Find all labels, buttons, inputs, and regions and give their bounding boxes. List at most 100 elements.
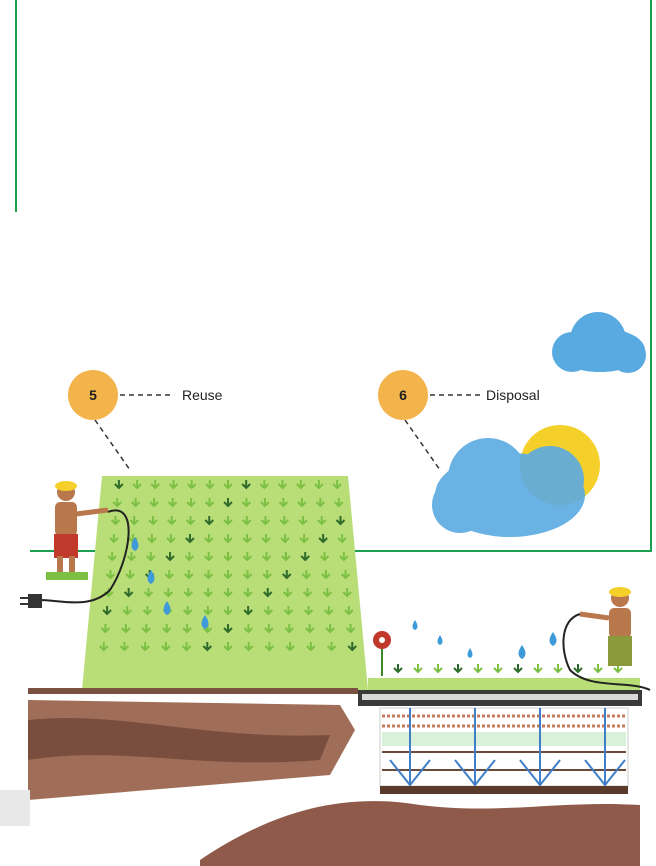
plant-icon (296, 480, 306, 490)
ground-surface (28, 688, 358, 694)
plant-icon (282, 570, 292, 580)
step-label-disposal: Disposal (486, 387, 540, 403)
plant-icon (433, 664, 443, 674)
plant-icon (473, 664, 483, 674)
farmer-icon (46, 481, 109, 580)
plant-icon (318, 534, 328, 544)
plant-icon (223, 516, 233, 526)
plant-icon (241, 498, 252, 508)
plant-icon (282, 588, 293, 598)
plant-icon (161, 642, 171, 652)
plant-icon (185, 516, 196, 526)
plant-icon (166, 534, 176, 544)
plant-icon (243, 588, 253, 598)
plant-icon (140, 642, 150, 652)
flower-icon (373, 631, 391, 676)
plant-icon (345, 624, 356, 634)
cloud-icon (552, 312, 646, 373)
plant-icon (493, 664, 503, 674)
hose-right (562, 613, 651, 691)
plant-icon (109, 534, 119, 544)
plant-icon (165, 552, 175, 562)
disposal-bed (368, 678, 640, 690)
plant-icon (317, 516, 327, 526)
plant-icon (146, 552, 156, 562)
plant-icon (185, 534, 195, 544)
plant-icon (132, 480, 142, 490)
plant-icon (332, 480, 342, 490)
plant-icon (593, 664, 603, 674)
plant-icon (182, 606, 193, 616)
plant-icon (301, 570, 312, 580)
plant-icon (393, 664, 403, 674)
plant-icon (223, 534, 233, 544)
plant-icon (204, 516, 214, 526)
plant-icon (242, 534, 252, 544)
plant-icon (150, 480, 160, 490)
plant-icon (182, 624, 192, 634)
plant-icon (223, 480, 233, 490)
plant-icon (121, 624, 131, 634)
plant-icon (285, 642, 295, 652)
plant-icon (203, 588, 213, 598)
plant-icon (319, 552, 330, 562)
plant-icon (281, 552, 291, 562)
plant-icon (347, 642, 357, 652)
plant-icon (314, 480, 324, 490)
plant-icon (186, 480, 197, 490)
plant-icon (325, 624, 335, 634)
plant-icon (300, 552, 310, 562)
plant-icon (344, 606, 354, 616)
plant-icon (223, 552, 233, 562)
plant-icon (305, 624, 315, 634)
plant-icon (453, 664, 463, 674)
plant-icon (340, 570, 351, 580)
step-badge-disposal: 6 (378, 370, 428, 420)
plant-icon (204, 534, 214, 544)
plant-icon (223, 570, 233, 580)
plant-icon (261, 534, 271, 544)
plant-icon (324, 606, 334, 616)
step-badge-reuse: 5 (68, 370, 118, 420)
plant-icon (262, 570, 272, 580)
plant-icon (130, 498, 141, 508)
plant-icon (315, 498, 326, 508)
plant-icon (513, 664, 523, 674)
plant-icon (164, 570, 174, 580)
plant-icon (298, 516, 308, 526)
plant-icon (413, 664, 423, 674)
plant-icon (306, 642, 316, 652)
plant-icon (260, 516, 271, 526)
plant-icon (284, 624, 294, 634)
water-drop-icon (412, 620, 557, 659)
plant-icon (184, 570, 194, 580)
plant-icon (205, 480, 215, 490)
plant-icon (334, 498, 344, 508)
plant-icon (122, 606, 132, 616)
plant-icon (123, 588, 134, 598)
plant-icon (202, 642, 212, 652)
plant-icon (339, 552, 349, 562)
pump-plug-icon (20, 594, 42, 608)
plant-icon (100, 624, 111, 634)
plant-icon (163, 588, 174, 598)
plant-icon (142, 606, 153, 616)
plant-icon (167, 498, 178, 508)
plant-icon (278, 498, 289, 508)
soil-layer (200, 801, 640, 866)
plant-icon (297, 498, 307, 508)
plant-icon (302, 588, 313, 598)
plant-icon (110, 516, 121, 526)
plant-icon (264, 642, 275, 652)
step-label-reuse: Reuse (182, 387, 223, 403)
plant-icon (260, 498, 270, 508)
plant-icon (102, 606, 112, 616)
plant-icon (149, 498, 159, 508)
plant-icon (203, 552, 214, 562)
plant-icon (119, 642, 130, 652)
plant-icon (147, 534, 157, 544)
hose-left (39, 509, 130, 604)
plant-icon (264, 624, 274, 634)
plant-icon (337, 534, 347, 544)
